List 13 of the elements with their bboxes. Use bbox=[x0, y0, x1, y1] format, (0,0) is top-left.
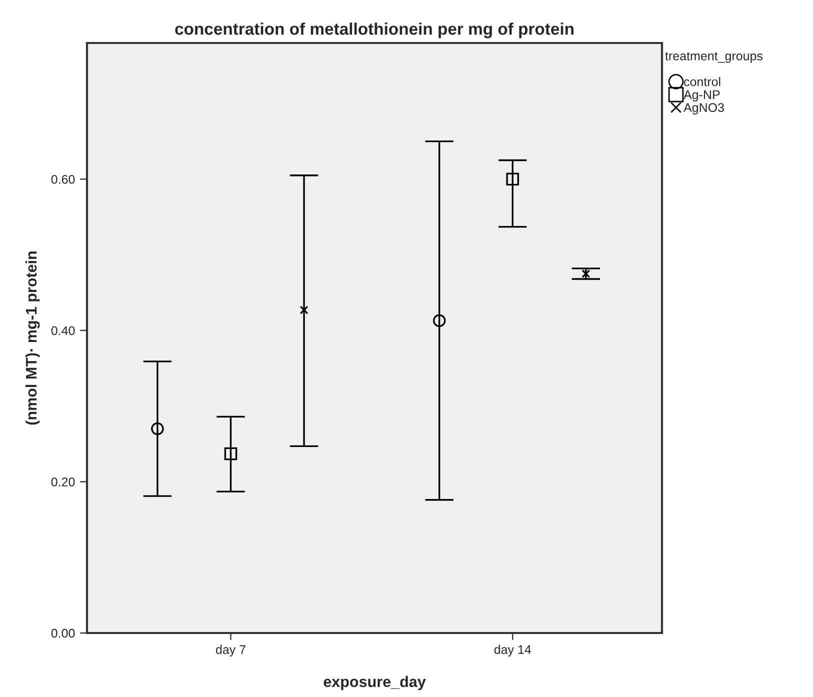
y-tick-label: 0.00 bbox=[51, 628, 75, 638]
x-tick-label: day 14 bbox=[494, 644, 532, 656]
legend-title: treatment_groups bbox=[665, 52, 763, 63]
legend-label: AgNO3 bbox=[684, 103, 724, 114]
x-tick-label: day 7 bbox=[216, 644, 246, 656]
y-axis-title: (nmol MT)· mg-1 protein bbox=[25, 252, 40, 425]
legend-label: Ag-NP bbox=[684, 90, 720, 102]
legend-label: control bbox=[684, 77, 720, 86]
y-tick-label: 0.40 bbox=[51, 326, 75, 336]
chart-title: concentration of metallothionein per mg of protein bbox=[175, 22, 574, 38]
x-axis-title: exposure_day bbox=[324, 676, 426, 690]
y-tick-label: 0.60 bbox=[51, 174, 75, 184]
y-tick-label: 0.20 bbox=[51, 478, 75, 486]
